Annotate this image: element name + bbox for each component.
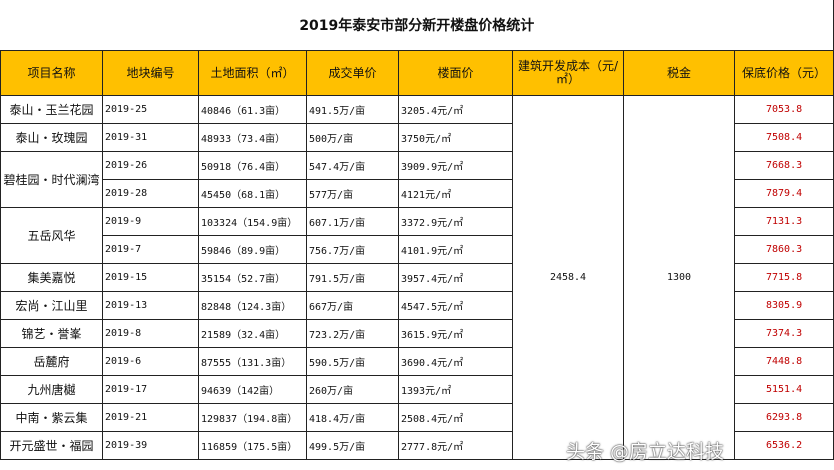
floor-min-price: 7448.8 <box>733 347 834 376</box>
unit-price: 260万/亩 <box>306 375 399 404</box>
land-area: 116859（175.5亩） <box>198 431 307 460</box>
floor-min-price: 7374.3 <box>733 319 834 348</box>
land-area: 82848（124.3亩） <box>198 291 307 320</box>
land-area: 129837（194.8亩） <box>198 403 307 432</box>
floor-price: 3205.4元/㎡ <box>398 95 513 124</box>
lot-number: 2019-13 <box>102 291 199 320</box>
floor-price: 1393元/㎡ <box>398 375 513 404</box>
floor-price: 4101.9元/㎡ <box>398 235 513 264</box>
header-lot-number: 地块编号 <box>102 50 199 96</box>
project-name: 岳麓府 <box>0 347 103 376</box>
floor-min-price: 7131.3 <box>733 207 834 236</box>
header-build-cost: 建筑开发成本（元/㎡） <box>512 50 624 96</box>
floor-price: 3909.9元/㎡ <box>398 151 513 180</box>
land-area: 94639（142亩） <box>198 375 307 404</box>
unit-price: 590.5万/亩 <box>306 347 399 376</box>
land-area: 35154（52.7亩） <box>198 263 307 292</box>
table-row: 碧桂园・时代澜湾 2019-26 50918（76.4亩） 547.4万/亩 3909.… <box>0 151 834 208</box>
tax: 1300 <box>623 95 735 460</box>
project-name: 中南・紫云集 <box>0 403 103 432</box>
land-area: 21589（32.4亩） <box>198 319 307 348</box>
project-name: 集美嘉悦 <box>0 263 103 292</box>
floor-price: 3372.9元/㎡ <box>398 207 513 236</box>
table-title: 2019年泰安市部分新开楼盘价格统计 <box>0 0 834 51</box>
project-name: 五岳风华 <box>0 207 103 264</box>
lot-number: 2019-28 <box>102 179 199 208</box>
floor-price: 3690.4元/㎡ <box>398 347 513 376</box>
lot-number: 2019-31 <box>102 123 199 152</box>
floor-price: 3957.4元/㎡ <box>398 263 513 292</box>
watermark: 头条 @房立达科技 <box>566 441 725 463</box>
header-tax: 税金 <box>623 50 735 96</box>
floor-min-price: 8305.9 <box>733 291 834 320</box>
floor-price: 2777.8元/㎡ <box>398 431 513 460</box>
land-area: 87555（131.3亩） <box>198 347 307 376</box>
project-name: 泰山・玫瑰园 <box>0 123 103 152</box>
floor-min-price: 7715.8 <box>733 263 834 292</box>
land-area: 45450（68.1亩） <box>198 179 307 208</box>
project-name: 碧桂园・时代澜湾 <box>0 151 103 208</box>
floor-price: 4121元/㎡ <box>398 179 513 208</box>
table-row: 岳麓府 2019-6 87555（131.3亩） 590.5万/亩 3690.4元/㎡ 7… <box>0 347 834 376</box>
lot-number: 2019-21 <box>102 403 199 432</box>
lot-number: 2019-26 <box>102 151 199 180</box>
floor-price: 4547.5元/㎡ <box>398 291 513 320</box>
lot-number: 2019-7 <box>102 235 199 264</box>
price-table: 2019年泰安市部分新开楼盘价格统计 项目名称 地块编号 土地面积（㎡） 成交单价 楼面… <box>0 0 834 460</box>
unit-price: 756.7万/亩 <box>306 235 399 264</box>
unit-price: 791.5万/亩 <box>306 263 399 292</box>
land-area: 48933（73.4亩） <box>198 123 307 152</box>
project-name: 泰山・玉兰花园 <box>0 95 103 124</box>
floor-min-price: 6293.8 <box>733 403 834 432</box>
floor-min-price: 7879.4 <box>733 179 834 208</box>
unit-price: 547.4万/亩 <box>306 151 399 180</box>
table-row: 中南・紫云集 2019-21 129837（194.8亩） 418.4万/亩 2508.… <box>0 403 834 432</box>
lot-number: 2019-6 <box>102 347 199 376</box>
unit-price: 667万/亩 <box>306 291 399 320</box>
header-floor-min-price: 保底价格（元） <box>733 50 834 96</box>
table-row: 开元盛世・福园 2019-39 116859（175.5亩） 499.5万/亩 2777… <box>0 431 834 460</box>
floor-min-price: 7860.3 <box>733 235 834 264</box>
land-area: 59846（89.9亩） <box>198 235 307 264</box>
table-row: 2019-7 59846（89.9亩） 756.7万/亩 4101.9元/㎡ 7860.… <box>1 235 834 264</box>
lot-number: 2019-39 <box>102 431 199 460</box>
land-area: 40846（61.3亩） <box>198 95 307 124</box>
table-row: 2019-28 45450（68.1亩） 577万/亩 4121元/㎡ 7879.4 <box>1 179 834 208</box>
unit-price: 723.2万/亩 <box>306 319 399 348</box>
table-row: 泰山・玉兰花园 2019-25 40846（61.3亩） 491.5万/亩 3205.4… <box>0 95 834 460</box>
lot-number: 2019-17 <box>102 375 199 404</box>
unit-price: 418.4万/亩 <box>306 403 399 432</box>
project-name: 锦艺・誉峯 <box>0 319 103 348</box>
header-land-area: 土地面积（㎡） <box>198 50 307 96</box>
unit-price: 607.1万/亩 <box>306 207 399 236</box>
project-name: 宏尚・江山里 <box>0 291 103 320</box>
floor-price: 3750元/㎡ <box>398 123 513 152</box>
land-area: 103324（154.9亩） <box>198 207 307 236</box>
header-project-name: 项目名称 <box>0 50 103 96</box>
floor-price: 3615.9元/㎡ <box>398 319 513 348</box>
unit-price: 499.5万/亩 <box>306 431 399 460</box>
header-unit-price: 成交单价 <box>306 50 399 96</box>
lot-number: 2019-25 <box>102 95 199 124</box>
land-area: 50918（76.4亩） <box>198 151 307 180</box>
table-row: 泰山・玫瑰园 2019-31 48933（73.4亩） 500万/亩 3750元/㎡ 75… <box>0 123 834 152</box>
floor-min-price: 7508.4 <box>733 123 834 152</box>
build-cost: 2458.4 <box>512 95 624 460</box>
project-name: 九州唐樾 <box>0 375 103 404</box>
unit-price: 491.5万/亩 <box>306 95 399 124</box>
floor-price: 2508.4元/㎡ <box>398 403 513 432</box>
project-name: 开元盛世・福园 <box>0 431 103 460</box>
table-row: 集美嘉悦 2019-15 35154（52.7亩） 791.5万/亩 3957.4元/㎡… <box>0 263 834 292</box>
unit-price: 500万/亩 <box>306 123 399 152</box>
floor-min-price: 6536.2 <box>733 431 834 460</box>
unit-price: 577万/亩 <box>306 179 399 208</box>
floor-min-price: 7053.8 <box>733 95 834 124</box>
table-row: 五岳风华 2019-9 103324（154.9亩） 607.1万/亩 3372.9元/… <box>0 207 834 264</box>
lot-number: 2019-9 <box>102 207 199 236</box>
floor-min-price: 7668.3 <box>733 151 834 180</box>
floor-min-price: 5151.4 <box>733 375 834 404</box>
lot-number: 2019-8 <box>102 319 199 348</box>
header-floor-price: 楼面价 <box>398 50 513 96</box>
lot-number: 2019-15 <box>102 263 199 292</box>
